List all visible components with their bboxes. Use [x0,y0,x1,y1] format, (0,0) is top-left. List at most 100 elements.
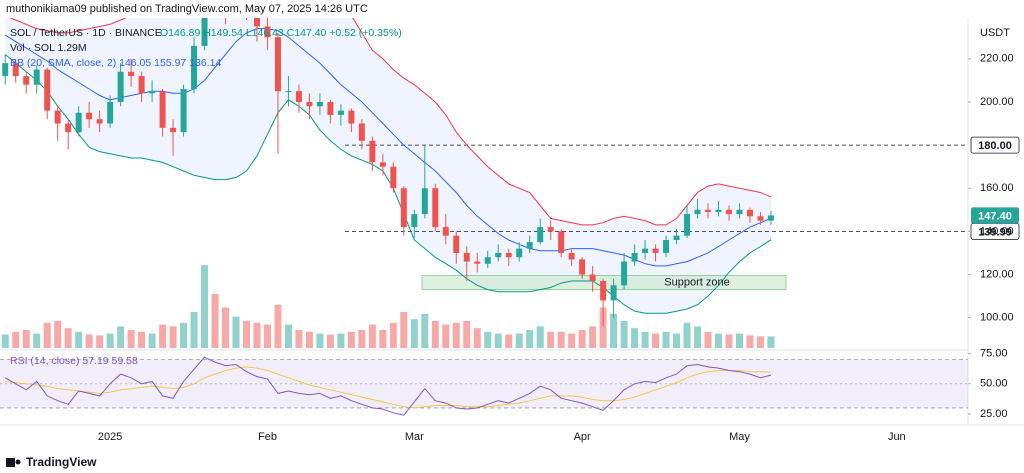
rsi-ma-line [5,366,772,409]
candle-body [621,261,628,286]
volume-bar [347,331,355,348]
volume-bar [295,330,303,348]
volume-bar [326,334,334,348]
candle-body [432,188,439,228]
candle-body [128,71,135,77]
candle-body [170,127,177,133]
candle-body [337,110,344,115]
volume-bar [211,294,219,348]
volume-bar [473,328,481,348]
volume-bar [180,322,188,348]
candle-body [117,71,124,102]
candle-body [547,227,554,232]
candle-body [75,112,82,133]
candle-body [652,248,659,253]
legend-bb: BB (20, SMA, close, 2) 146.05 155.97 136… [10,57,221,69]
header: muthonikiama09 published on TradingView.… [6,3,368,15]
candle-body [474,261,481,264]
volume-bar [620,321,628,348]
candle-body [642,248,649,253]
volume-bar [694,326,702,348]
volume-bar [358,330,366,348]
candle-body [44,69,51,111]
candle-body [411,214,418,228]
bb-fill [5,18,771,314]
volume-bar [201,265,209,348]
volume-bar [526,330,534,348]
volume-bar [43,322,51,348]
candle-body [663,240,670,253]
volume-bar [190,312,198,348]
candle-body [526,242,533,249]
candle-body [757,216,764,221]
rsi-line [4,356,772,416]
volume-bar [463,321,471,348]
x-tick-label: 2025 [98,431,122,443]
volume-bar [106,333,114,348]
candle-body [379,162,386,167]
bb-upper [9,18,772,226]
level-label: 139.99 [978,226,1012,238]
rsi-y-tick-label: 25.00 [980,408,1008,420]
logo-icon [15,459,21,465]
candle-body [54,110,61,124]
volume-bar [96,335,104,348]
volume-bar [305,331,313,348]
candle-body [86,112,93,120]
volume-bar [138,331,146,348]
candle-body [306,101,313,107]
support-zone-label: Support zone [664,277,729,289]
x-tick-label: Apr [574,431,591,443]
volume-bar [589,326,597,348]
x-tick-label: May [729,431,750,443]
rsi-pane [0,356,968,416]
volume-bar [274,304,282,348]
volume-bar [641,331,649,348]
candle-body [484,257,491,264]
volume-bar [337,333,345,348]
volume-bar [431,321,439,348]
volume-bar [725,334,733,348]
candle-body [725,209,732,215]
candle-body [705,209,712,212]
legend-ohlc: O146.89 H149.54 L146.43 C147.40 +0.52 (+… [160,27,402,39]
volume-bar [117,326,125,348]
rsi-y-tick-label: 75.00 [980,348,1008,360]
y-tick-label: 100.00 [980,312,1014,324]
volume-bar [578,330,586,348]
candle-body [316,101,323,107]
volume-bar [284,324,292,348]
candle-body [684,214,691,236]
volume-bar [756,336,764,348]
volume-bar [568,333,576,348]
candle-body [107,101,114,124]
candle-body [694,209,701,215]
candle-body [33,69,40,85]
volume-bar [22,330,30,348]
candle-body [390,166,397,189]
candle-body [421,188,428,215]
candle-body [2,63,9,77]
footer-text: TradingView [26,455,97,469]
volume-bar [704,331,712,348]
candle-body [264,26,271,38]
candle-body [253,18,260,27]
level-label: 180.00 [978,140,1012,152]
last-price-box [971,207,1019,224]
volume-bar [242,321,250,348]
y-tick-label: 200.00 [980,96,1014,108]
price-pane [1,18,968,348]
candle-body [358,123,365,141]
volume-bar [159,324,167,348]
candle-body [159,91,166,128]
footer-logo: TradingView [6,455,97,469]
volume-bar [54,321,62,348]
last-price-label: 147.40 [978,210,1012,222]
volume-bar [12,331,20,348]
candle-body [348,110,355,124]
candle-body [673,235,680,240]
candle-body [23,76,30,85]
volume-bar [169,326,177,348]
